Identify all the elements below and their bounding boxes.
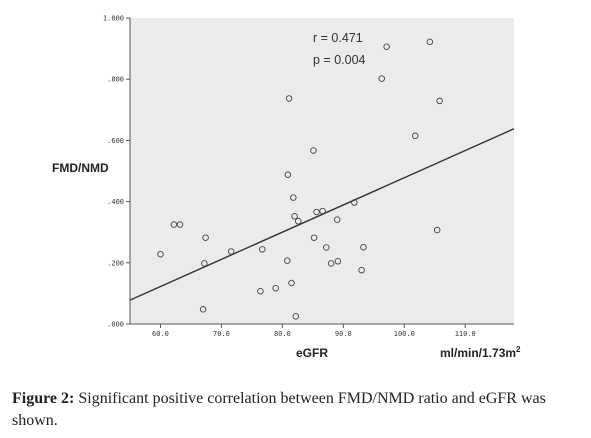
annotation-r: r = 0.471 xyxy=(313,31,363,45)
data-point xyxy=(310,234,318,241)
data-point xyxy=(201,260,208,267)
scatter-points xyxy=(157,38,443,320)
data-point xyxy=(284,171,292,178)
data-point xyxy=(333,216,341,223)
axis-ticks: 60.0 70.0 80.0 90.0 100.0 110.0 .000 .200 .400 .6… xyxy=(103,15,476,339)
x-axis-unit: ml/min/1.73m2 xyxy=(440,345,521,360)
data-point xyxy=(202,234,209,241)
y-tick-label: .800 xyxy=(107,76,124,84)
data-point xyxy=(272,284,279,292)
figure-caption: Figure 2: Significant positive correlati… xyxy=(12,388,584,432)
y-tick-label: .000 xyxy=(107,321,124,329)
x-tick-label: 60.0 xyxy=(152,330,169,338)
data-point xyxy=(358,266,365,274)
fit-line-group xyxy=(129,128,515,301)
data-point xyxy=(313,208,320,216)
data-point xyxy=(284,257,291,264)
annotation-p: p = 0.004 xyxy=(313,53,366,67)
data-point xyxy=(426,38,434,46)
x-axis-unit-superscript: 2 xyxy=(516,345,521,354)
data-point xyxy=(292,313,300,320)
data-point xyxy=(351,199,358,206)
data-point xyxy=(383,43,390,51)
data-point xyxy=(176,221,184,228)
x-tick-label: 90.0 xyxy=(335,330,352,338)
data-point xyxy=(310,147,317,154)
data-point xyxy=(285,95,293,102)
data-point xyxy=(170,221,178,228)
data-point xyxy=(319,207,326,215)
data-point xyxy=(288,279,295,287)
scatter-chart: 60.0 70.0 80.0 90.0 100.0 110.0 .000 .200 .400 .6… xyxy=(52,15,521,361)
x-tick-label: 110.0 xyxy=(455,330,476,338)
y-tick-label: .400 xyxy=(107,198,124,206)
y-axis-title: FMD/NMD xyxy=(52,161,109,175)
x-axis-unit-base: ml/min/1.73m xyxy=(440,346,516,360)
data-point xyxy=(334,258,342,265)
data-point xyxy=(199,306,207,313)
y-tick-label: .600 xyxy=(107,137,124,145)
data-point xyxy=(227,248,235,255)
x-tick-label: 100.0 xyxy=(394,330,415,338)
data-point xyxy=(360,243,367,251)
y-tick-label: 1.000 xyxy=(103,15,124,23)
data-point xyxy=(323,244,330,251)
data-point xyxy=(290,194,297,201)
caption-text: Significant positive correlation between… xyxy=(12,390,546,429)
data-point xyxy=(327,260,335,267)
data-point xyxy=(436,97,443,105)
x-tick-label: 70.0 xyxy=(213,330,230,338)
data-point xyxy=(294,217,302,225)
x-axis-title: eGFR xyxy=(296,346,328,360)
y-tick-label: .200 xyxy=(107,259,124,267)
plot-area xyxy=(130,18,514,324)
data-point xyxy=(257,288,264,295)
regression-line xyxy=(129,128,515,301)
caption-label: Figure 2: xyxy=(12,390,75,407)
data-point xyxy=(291,213,298,220)
data-point xyxy=(412,132,419,140)
data-point xyxy=(259,246,266,253)
data-point xyxy=(378,75,385,82)
data-point xyxy=(157,250,164,258)
data-point xyxy=(433,226,441,234)
x-tick-label: 80.0 xyxy=(274,330,291,338)
